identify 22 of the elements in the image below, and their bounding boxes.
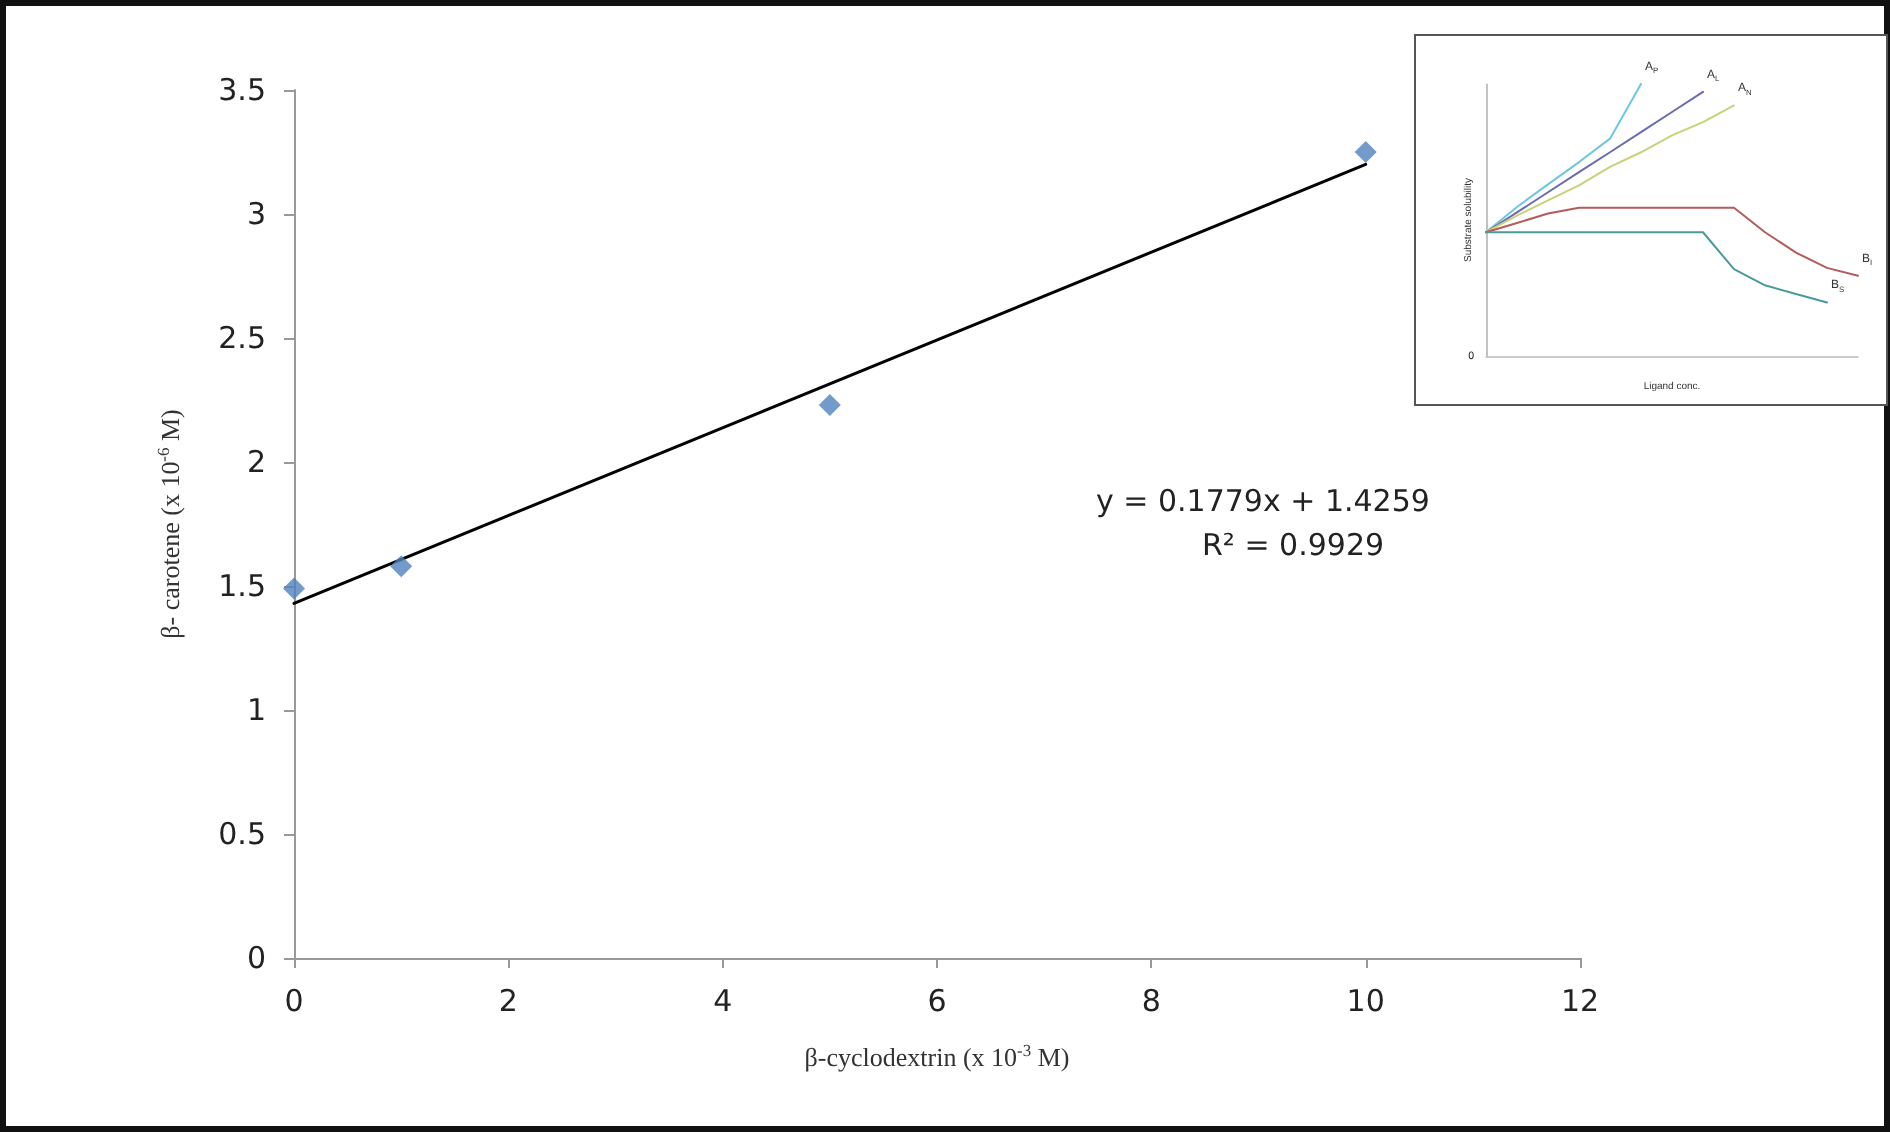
x-tick-label: 0 [284,983,304,1019]
y-tick-label: 0.5 [218,816,266,852]
y-tick-label: 3.5 [218,72,266,108]
x-tick-label: 6 [927,983,947,1019]
point [390,555,413,578]
annotation: R² = 0.9929 [1202,527,1385,563]
y-axis-title: β- carotene (x 10-6 M) [153,409,185,639]
annotation: y = 0.1779x + 1.4259 [1096,483,1430,519]
x-tick-label: 12 [1560,983,1600,1019]
x-tick-label: 8 [1141,983,1161,1019]
y-tick-label: 3 [246,196,266,232]
y-tick-label: 2.5 [218,320,266,356]
y-tick-label: 0 [246,940,266,976]
x-tick-label: 2 [498,983,518,1019]
y-tick-label: 1.5 [218,568,266,604]
point [1354,141,1377,163]
y-tick-label: 1 [246,692,266,728]
point [283,577,305,600]
y-tick-label: 2 [246,444,266,480]
x-tick-label: 10 [1346,983,1385,1019]
point [818,393,841,416]
x-tick-label: 4 [713,983,733,1019]
